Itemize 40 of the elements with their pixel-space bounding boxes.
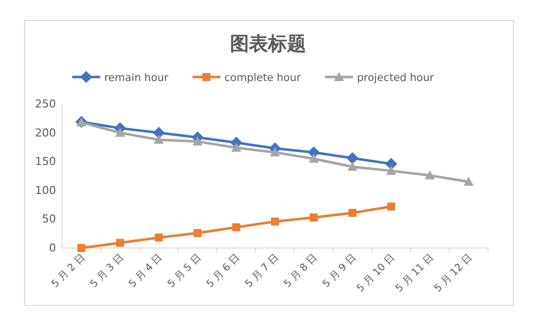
y-tick-label: 200 — [35, 126, 56, 140]
chart-title: 图表标题 — [230, 33, 306, 55]
point — [347, 162, 358, 171]
x-tick-label: 5 月 8 日 — [282, 252, 320, 290]
point — [232, 223, 240, 232]
point — [116, 238, 124, 247]
point — [77, 244, 86, 252]
point — [348, 208, 356, 217]
point — [464, 176, 474, 186]
point — [308, 154, 319, 163]
point — [231, 142, 242, 152]
point — [115, 128, 126, 137]
point — [271, 218, 279, 226]
point — [154, 234, 163, 242]
y-tick-label: 0 — [49, 242, 56, 254]
point — [194, 229, 202, 238]
x-tick-label: 5 月 12 日 — [432, 252, 475, 295]
point — [152, 126, 165, 139]
legend-label: complete hour — [224, 72, 302, 84]
point — [270, 147, 280, 156]
y-tick-label: 150 — [35, 155, 56, 168]
x-tick-label: 5 月 3 日 — [88, 252, 126, 290]
point — [310, 213, 318, 222]
x-tick-label: 5 月 6 日 — [204, 252, 242, 290]
y-tick-label: 250 — [35, 98, 56, 110]
point — [386, 166, 396, 175]
y-tick-label: 50 — [42, 212, 56, 226]
y-tick-label: 100 — [35, 184, 56, 197]
point — [385, 158, 398, 170]
x-tick-label: 5 月 2 日 — [50, 252, 88, 290]
legend-label: remain hour — [104, 72, 170, 84]
x-tick-label: 5 月 4 日 — [127, 252, 165, 290]
point — [424, 170, 435, 180]
point — [387, 202, 396, 211]
point — [154, 134, 164, 144]
point — [346, 152, 358, 164]
point — [192, 136, 203, 146]
legend-label: projected hour — [357, 72, 435, 84]
x-tick-label: 5 月 7 日 — [243, 252, 282, 290]
x-tick-label: 5 月 5 日 — [166, 252, 204, 290]
